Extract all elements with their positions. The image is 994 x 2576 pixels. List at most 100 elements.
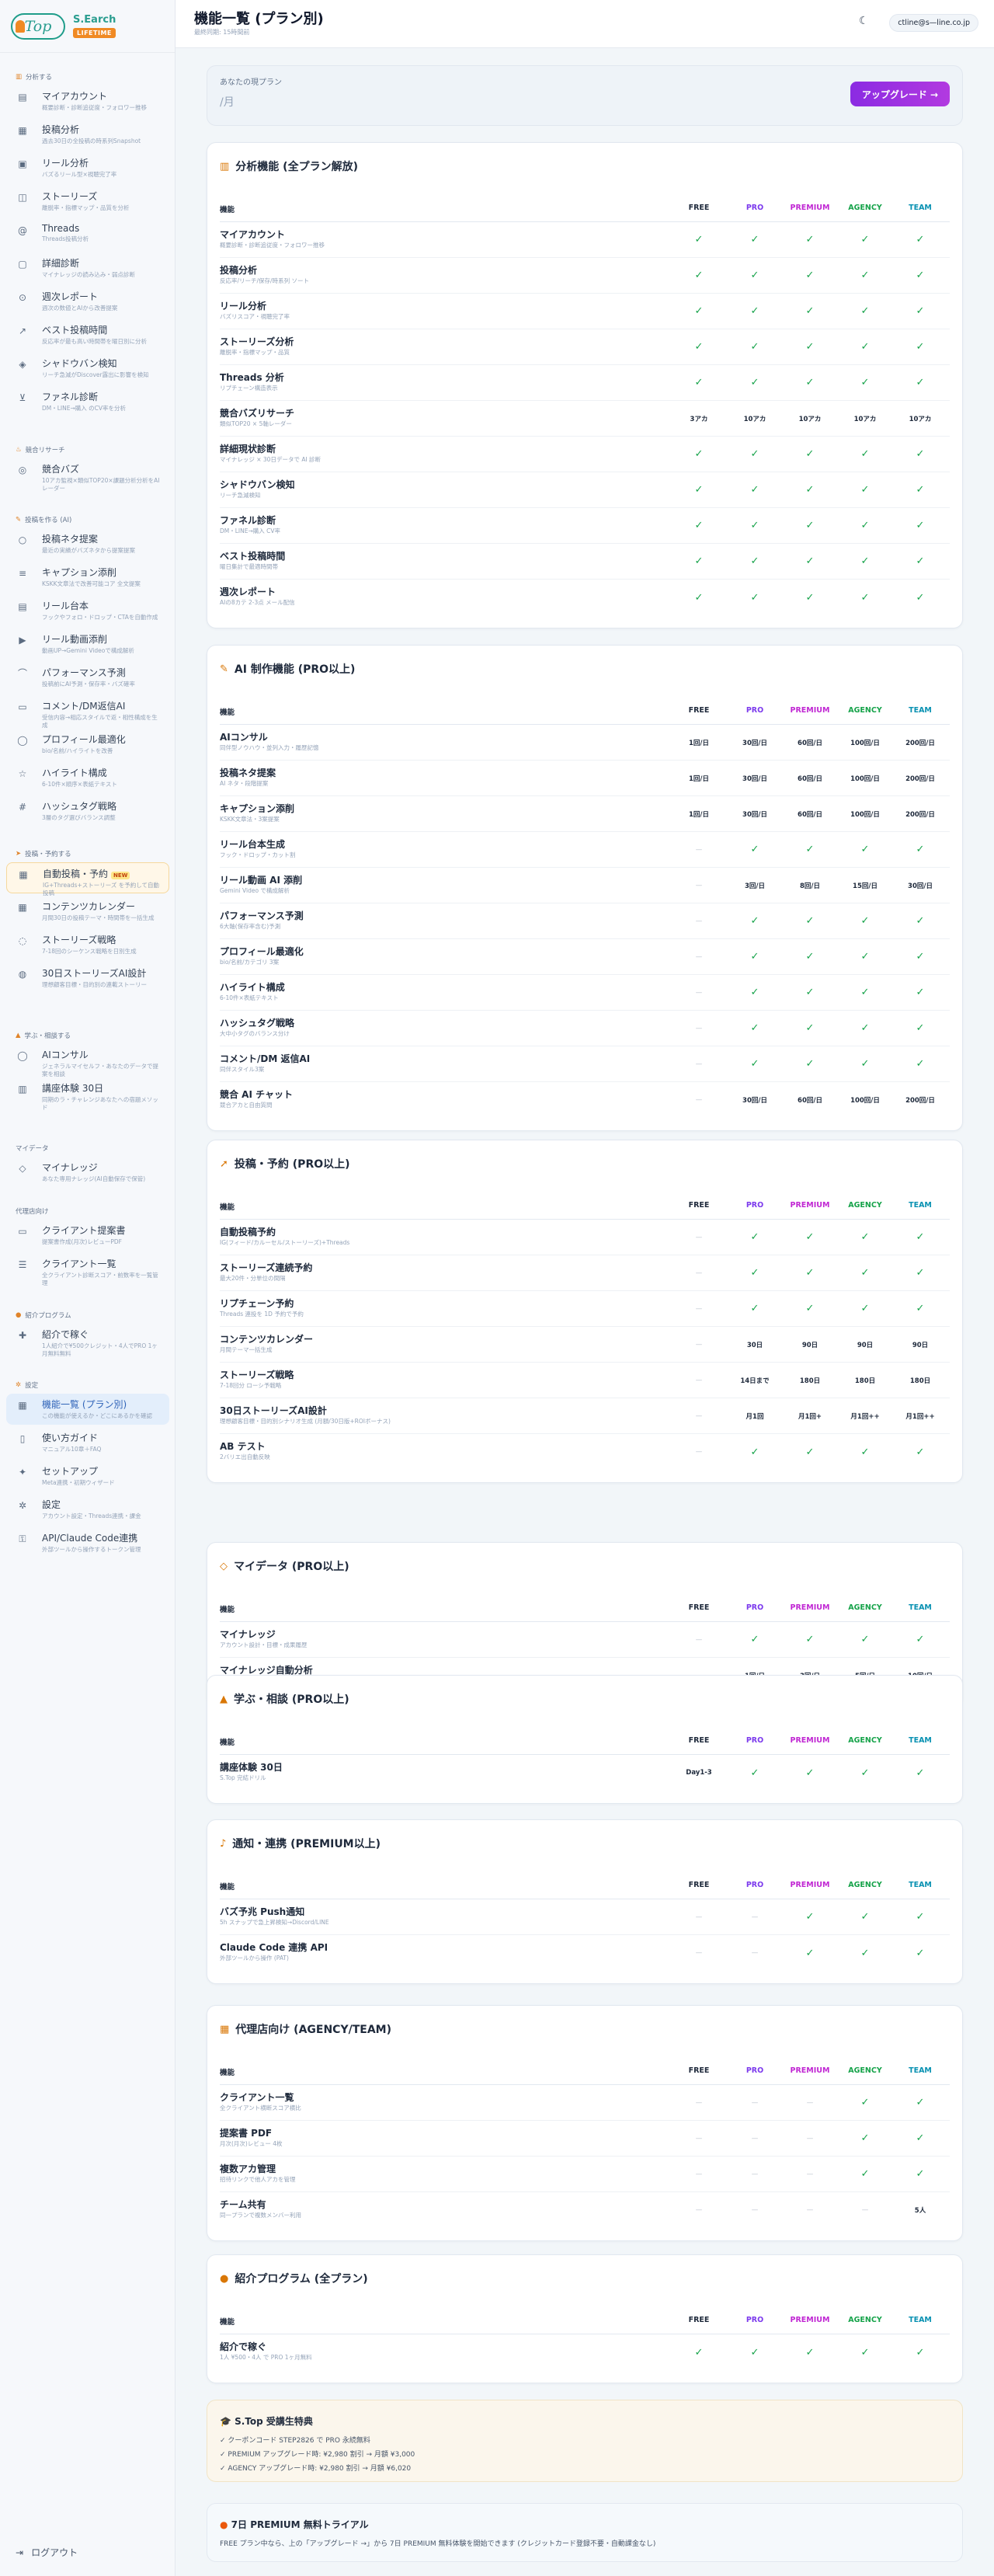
sidebar-item-label-text: キャプション添削 [42, 567, 117, 578]
sidebar-item-0-3[interactable]: ◫ ストーリーズ 離脱率・指標マップ・品質を分析 [6, 186, 169, 217]
logout-button[interactable]: ⇥ ログアウト [16, 2546, 78, 2559]
sidebar-item-0-1[interactable]: ▦ 投稿分析 過去30日の全投稿の時系列Snapshot [6, 119, 169, 150]
check-icon: ✓ [750, 951, 759, 963]
feature-name: リール動画 AI 添削 [220, 875, 303, 886]
plan-limit: 60回/日 [798, 775, 822, 783]
account-email[interactable]: ctline@s—line.co.jp [889, 14, 978, 32]
sidebar-item-8-3[interactable]: ✲ 設定 アカウント設定・Threads連携・課金 [6, 1494, 169, 1525]
sidebar-item-3-1[interactable]: ▦ コンテンツカレンダー 月間30日の投稿テーマ・時間帯を一括生成 [6, 896, 169, 927]
video-icon: ▶ [19, 635, 26, 646]
check-icon: ✓ [916, 2168, 925, 2180]
header-plan-pro: PRO [746, 1603, 764, 1612]
sidebar-item-label: ストーリーズ [42, 190, 162, 203]
dash-icon: — [806, 2134, 814, 2143]
sidebar-item-3-2[interactable]: ◌ ストーリーズ戦略 7-18回のシーケンス戦略を日別生成 [6, 929, 169, 960]
header-plan-pro: PRO [746, 706, 764, 715]
feature-name: 競合バズリサーチ [220, 408, 295, 419]
cap-icon: ▲ [220, 1693, 228, 1705]
sidebar-item-desc: フックやフォロ・ドロップ・CTAを自動作成 [42, 614, 158, 621]
sidebar-item-0-9[interactable]: ⊻ ファネル診断 DM・LINE→購入 のCV率を分析 [6, 386, 169, 417]
sidebar-item-0-7[interactable]: ↗ ベスト投稿時間 反応率が最も高い時間帯を曜日別に分析 [6, 319, 169, 350]
sidebar-item-5-0[interactable]: ◇ マイナレッジ あなた専用ナレッジ(AI自動保存で保管) [6, 1157, 169, 1188]
layers-icon: ◇ [220, 1560, 228, 1572]
feature-name: 自動投稿予約 [220, 1227, 276, 1238]
sidebar-item-6-0[interactable]: ▭ クライアント提案書 提案書作成(月次)レビューPDF [6, 1220, 169, 1251]
sidebar-item-0-6[interactable]: ⊙ 週次レポート 週次の数値とAIから改善提案 [6, 286, 169, 317]
table-row: リール分析 バズリスコア・視聴完了率 ✓ ✓ ✓ ✓ ✓ [220, 294, 950, 329]
plan-limit: Day1-3 [686, 1769, 712, 1777]
sidebar-item-4-0[interactable]: ◯ AIコンサル ジェネラルマイセルフ・あなたのデータで提案を相談 [6, 1044, 169, 1077]
sidebar-item-3-0[interactable]: ▦ 自動投稿・予約 NEW IG+Threads+ストーリーズ を予約して自動投稿 [6, 862, 169, 896]
sidebar-item-2-6[interactable]: ◯ プロフィール最適化 bio/名前/ハイライトを改善 [6, 729, 169, 760]
theme-toggle-moon-icon[interactable]: ☾ [859, 15, 869, 27]
plan-limit: 180日 [799, 1377, 821, 1385]
sidebar-item-desc: 離脱率・指標マップ・品質を分析 [42, 204, 130, 211]
sidebar-item-0-8[interactable]: ◈ シャドウバン検知 リーチ急減がDiscover露出に影響を検知 [6, 353, 169, 384]
sidebar-item-label-text: ストーリーズ戦略 [42, 935, 116, 945]
sidebar-item-8-1[interactable]: ▯ 使い方ガイド マニュアル10章＋FAQ [6, 1427, 169, 1458]
dash-icon: — [695, 1233, 703, 1241]
sidebar-item-6-1[interactable]: ☰ クライアント一覧 全クライアント診断スコア・前数率を一覧管理 [6, 1253, 169, 1286]
chart-icon: ▥ [16, 73, 23, 81]
sidebar-item-2-4[interactable]: ⌒ パフォーマンス予測 投稿前にAI予測・保存率・バズ確率 [6, 662, 169, 693]
sidebar-item-0-2[interactable]: ▣ リール分析 バズるリール型×視聴完了率 [6, 152, 169, 183]
section-title: ➚ 投稿・予約 (PRO以上) [220, 1156, 350, 1171]
header-plan-premium: PREMIUM [790, 1736, 830, 1745]
header-plan-free: FREE [688, 2066, 710, 2075]
feature-name: 提案書 PDF [220, 2128, 273, 2139]
header-plan-agency: AGENCY [848, 2066, 882, 2075]
sidebar-item-label: マイアカウント [42, 89, 162, 103]
sidebar-item-label: ハイライト構成 [42, 766, 162, 779]
sidebar-item-8-4[interactable]: ⚿ API/Claude Code連携 外部ツールから操作するトークン管理 [6, 1527, 169, 1558]
sidebar-item-0-0[interactable]: ▤ マイアカウント 概要診断・診断追従度・フォロワー推移 [6, 85, 169, 117]
sidebar-item-label: 機能一覧 (プラン別) [42, 1398, 162, 1411]
sidebar-item-8-2[interactable]: ✦ セットアップ Meta連携・初期ウィザード [6, 1460, 169, 1492]
dash-icon: — [695, 1949, 703, 1957]
sidebar-item-2-3[interactable]: ▶ リール動画添削 動画UP→Gemini Videoで構成解析 [6, 628, 169, 660]
check-icon: ✓ [805, 1058, 815, 1070]
sidebar-item-label: 設定 [42, 1498, 162, 1511]
sidebar-item-2-1[interactable]: ≡ キャプション添削 KSKK文章法で改善可能コア 全文提案 [6, 562, 169, 593]
check-icon: ✓ [694, 555, 704, 567]
sidebar-item-2-5[interactable]: ▭ コメント/DM返信AI 受信内容→相応スタイルで返・相性構成を生成 [6, 695, 169, 729]
pen-icon: ✎ [16, 516, 22, 524]
sidebar-item-label-text: 投稿ネタ提案 [42, 534, 99, 545]
header-plan-agency: AGENCY [848, 1881, 882, 1889]
upgrade-button[interactable]: アップグレード → [850, 82, 950, 106]
sidebar-item-2-2[interactable]: ▤ リール台本 フックやフォロ・ドロップ・CTAを自動作成 [6, 595, 169, 626]
check-icon: ✓ [805, 305, 815, 317]
brand-header[interactable]: Top S.Earch LIFETIME [0, 0, 175, 53]
check-icon: ✓ [805, 915, 815, 927]
table-row: ハイライト構成 6-10件×表紙テキスト — ✓ ✓ ✓ ✓ [220, 975, 950, 1011]
plan-limit: 3アカ [690, 415, 708, 423]
sidebar-item-2-7[interactable]: ☆ ハイライト構成 6-10件×順序×表紙テキスト [6, 762, 169, 793]
sidebar-item-2-8[interactable]: # ハッシュタグ戦略 3層のタグ選びバランス調整 [6, 795, 169, 827]
sidebar-section-label: 紹介プログラム [25, 1312, 71, 1320]
sidebar-item-label: セットアップ [42, 1464, 162, 1478]
sidebar-item-4-1[interactable]: ▥ 講座体験 30日 同期のラ・チャレンジあなたへの宿題メソッド [6, 1077, 169, 1111]
sidebar-item-0-4[interactable]: @ Threads Threads投稿分析 [6, 219, 169, 250]
check-icon: ✓ [805, 2346, 815, 2358]
sidebar-item-0-5[interactable]: ▢ 詳細診断 マイナレッジの読み込み・弱点診断 [6, 252, 169, 284]
sidebar-item-1-0[interactable]: ◎ 競合バズ 10アカ監視×類似TOP20×課題分析分析をAIレーダー [6, 458, 169, 492]
sidebar-item-desc: Threads投稿分析 [42, 235, 89, 242]
plan-limit: 60回/日 [798, 739, 822, 747]
sidebar-item-desc: あなた専用ナレッジ(AI自動保存で保管) [42, 1175, 146, 1182]
check-icon: ✓ [805, 555, 815, 567]
check-icon: ✓ [916, 555, 925, 567]
sidebar-item-2-0[interactable]: ○ 投稿ネタ提案 最近の実績がバズネタから提案提案 [6, 528, 169, 559]
header-plan-team: TEAM [909, 204, 932, 212]
check-icon: ✓ [750, 591, 759, 604]
plan-limit: 30回/日 [742, 1097, 767, 1105]
sidebar-item-3-3[interactable]: ◍ 30日ストーリーズAI設計 理想顧客目標・目的別の連載ストーリー [6, 963, 169, 994]
feature-table: 機能 FREE PRO PREMIUM AGENCY TEAM マイアカウント 概要診断・診断… [220, 194, 950, 615]
sidebar-section-label: 投稿を作る (AI) [25, 517, 72, 524]
feature-table: 機能 FREE PRO PREMIUM AGENCY TEAM クライアント一覧 全クライアン… [220, 2057, 950, 2228]
sidebar-item-8-0[interactable]: ▦ 機能一覧 (プラン別) この機能が使えるか・どこにあるかを確認 [6, 1394, 169, 1425]
check-icon: ✓ [750, 1231, 759, 1243]
sidebar-item-7-0[interactable]: ✚ 紹介で稼ぐ 1人紹介で¥500クレジット・4人でPRO 1ヶ月無料無料 [6, 1324, 169, 1357]
check-icon: ✓ [805, 341, 815, 353]
report-icon: ⊙ [18, 292, 27, 303]
sidebar-item-label: 競合バズ [42, 462, 162, 475]
sidebar: Top S.Earch LIFETIME ▥ 分析する ▤ マイアカウント 概要診断・診… [0, 0, 176, 2576]
